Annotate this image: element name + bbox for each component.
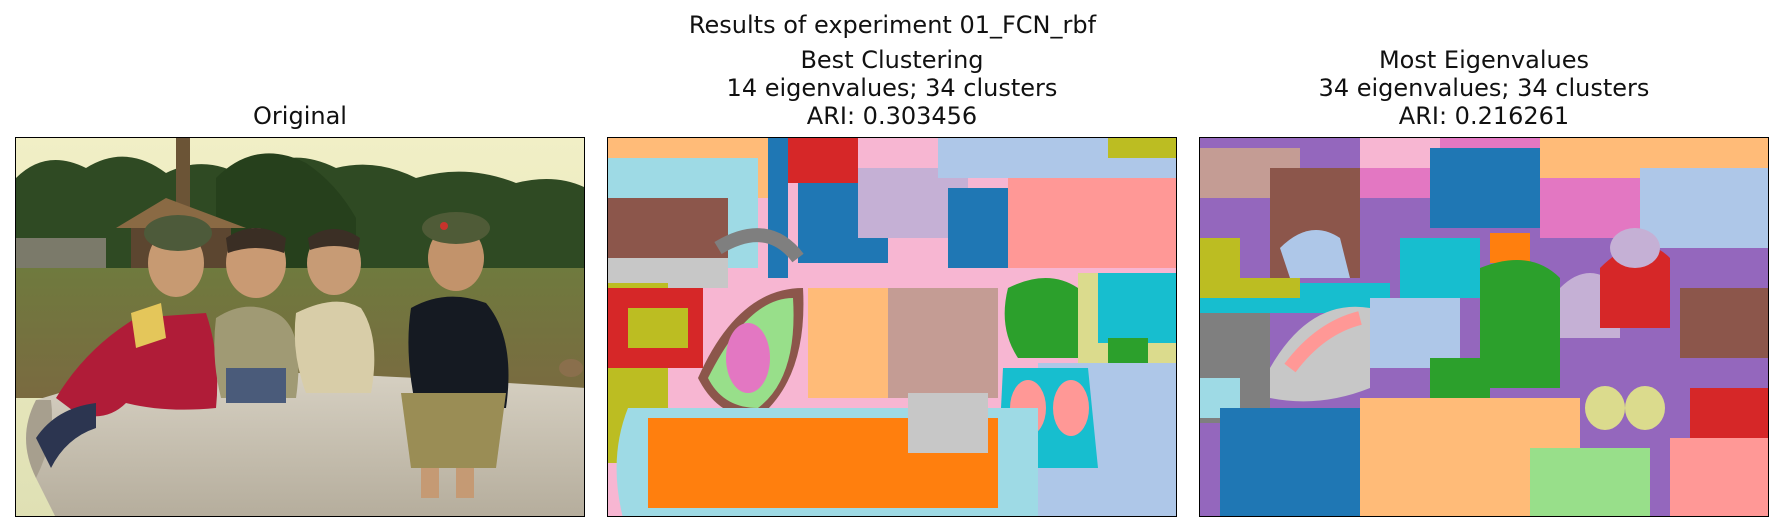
most-eigenvalues-map: [1199, 137, 1769, 517]
panel-most-eigenvalues-title-line-3: ARI: 0.216261: [1398, 102, 1570, 130]
best-clustering-map: [607, 137, 1177, 517]
panel-original-title: Original: [15, 102, 585, 130]
panel-best-clustering-title-line-1: Best Clustering: [800, 46, 984, 74]
panel-original-title-line-1: Original: [253, 102, 347, 130]
panel-most-eigenvalues-title-line-1: Most Eigenvalues: [1378, 46, 1590, 74]
panel-best-clustering: Best Clustering 14 eigenvalues; 34 clust…: [607, 0, 1177, 532]
figure-suptitle: Results of experiment 01_FCN_rbf: [688, 11, 1097, 39]
panel-most-eigenvalues: Most Eigenvalues 34 eigenvalues; 34 clus…: [1199, 0, 1769, 532]
panel-best-clustering-title: Best Clustering 14 eigenvalues; 34 clust…: [607, 46, 1177, 130]
panel-original: Original: [15, 0, 585, 532]
original-image: [15, 137, 585, 517]
panel-most-eigenvalues-title-line-2: 34 eigenvalues; 34 clusters: [1318, 74, 1650, 102]
panel-most-eigenvalues-title: Most Eigenvalues 34 eigenvalues; 34 clus…: [1199, 46, 1769, 130]
panel-best-clustering-title-line-3: ARI: 0.303456: [806, 102, 978, 130]
panel-best-clustering-title-line-2: 14 eigenvalues; 34 clusters: [726, 74, 1058, 102]
